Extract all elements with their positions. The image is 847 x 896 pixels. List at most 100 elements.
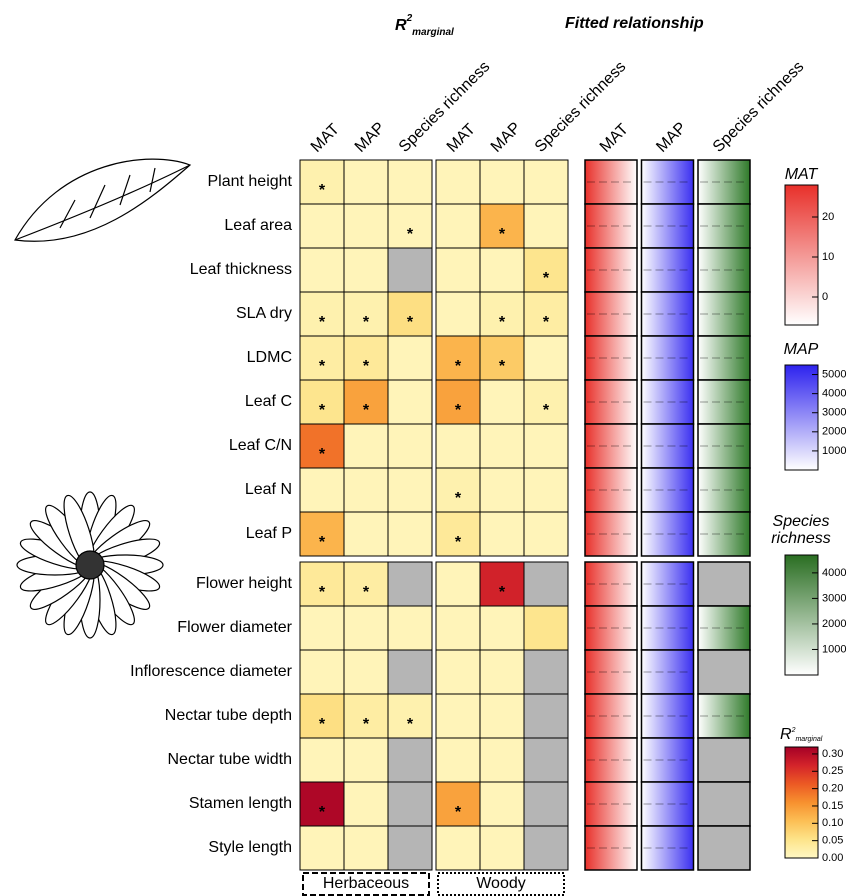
significance-star: * bbox=[319, 358, 326, 375]
heat-cell bbox=[299, 693, 345, 739]
fitted-cell bbox=[584, 825, 638, 871]
significance-star: * bbox=[499, 358, 506, 375]
row-label: LDMC bbox=[247, 349, 292, 366]
fitted-cell bbox=[697, 737, 751, 783]
fitted-cell bbox=[697, 291, 751, 337]
row-label: Nectar tube width bbox=[167, 751, 292, 768]
na-cell bbox=[523, 693, 569, 739]
fitted-cell bbox=[697, 825, 751, 871]
legend-title: MAP bbox=[784, 341, 819, 358]
heat-cell bbox=[479, 605, 525, 651]
significance-star: * bbox=[363, 314, 370, 331]
na-cell bbox=[387, 649, 433, 695]
fitted-cell bbox=[697, 159, 751, 205]
text-part: 2 bbox=[406, 13, 413, 24]
legend-title: MAT bbox=[785, 166, 819, 183]
significance-star: * bbox=[455, 490, 462, 507]
group-label: Woody bbox=[476, 875, 526, 892]
heat-cell bbox=[523, 379, 569, 425]
fitted-cell bbox=[640, 561, 695, 607]
heat-cell bbox=[479, 203, 525, 249]
heat-cell bbox=[299, 649, 345, 695]
significance-star: * bbox=[363, 358, 370, 375]
heat-cell bbox=[343, 291, 389, 337]
colorbar-tick-label: 0 bbox=[822, 291, 828, 303]
heat-cell bbox=[479, 467, 525, 513]
significance-star: * bbox=[407, 314, 414, 331]
row-label: Plant height bbox=[207, 173, 292, 190]
heat-cell bbox=[299, 159, 345, 205]
row-label: Stamen length bbox=[189, 795, 292, 812]
colorbar-tick-label: 3000 bbox=[822, 592, 846, 604]
fitted-cell bbox=[697, 379, 751, 425]
row-label: Leaf N bbox=[245, 481, 292, 498]
heat-cell bbox=[387, 379, 433, 425]
heat-cell bbox=[299, 335, 345, 381]
na-cell bbox=[523, 781, 569, 827]
heat-cell bbox=[523, 291, 569, 337]
significance-star: * bbox=[455, 358, 462, 375]
fitted-cell bbox=[584, 335, 638, 381]
heat-cell bbox=[343, 649, 389, 695]
leaf-icon bbox=[14, 158, 192, 242]
fitted-cell bbox=[640, 649, 695, 695]
heat-cell bbox=[387, 335, 433, 381]
fitted-column-label: MAP bbox=[653, 119, 690, 156]
significance-star: * bbox=[363, 402, 370, 419]
fitted-cell bbox=[584, 511, 638, 557]
heat-cell bbox=[387, 693, 433, 739]
significance-star: * bbox=[455, 534, 462, 551]
colorbar-tick-label: 0.10 bbox=[822, 817, 843, 829]
heat-cell bbox=[299, 467, 345, 513]
heat-cell bbox=[523, 159, 569, 205]
fitted-cell bbox=[697, 649, 751, 695]
fitted-cell bbox=[584, 247, 638, 293]
colorbar-tick-label: 0.20 bbox=[822, 783, 843, 795]
fitted-cell bbox=[697, 423, 751, 469]
heat-cell bbox=[343, 511, 389, 557]
heat-cell bbox=[479, 649, 525, 695]
significance-star: * bbox=[407, 226, 414, 243]
colorbar-tick-label: 2000 bbox=[822, 618, 846, 630]
significance-star: * bbox=[319, 584, 326, 601]
column-label: MAP bbox=[488, 119, 525, 156]
row-label: Leaf C bbox=[245, 393, 292, 410]
heat-cell bbox=[343, 159, 389, 205]
significance-star: * bbox=[319, 314, 326, 331]
heat-cell bbox=[387, 467, 433, 513]
text-part: marginal bbox=[795, 736, 822, 743]
heat-cell bbox=[479, 825, 525, 871]
heat-cell bbox=[523, 605, 569, 651]
heat-cell bbox=[435, 825, 481, 871]
row-label: Flower height bbox=[196, 575, 293, 592]
fitted-cell bbox=[640, 511, 695, 557]
heat-cell bbox=[479, 737, 525, 783]
fitted-column-label: MAT bbox=[597, 121, 632, 156]
significance-star: * bbox=[319, 446, 326, 463]
column-label: MAT bbox=[308, 121, 343, 156]
na-cell bbox=[387, 737, 433, 783]
fitted-cell bbox=[697, 781, 751, 827]
heat-cell bbox=[343, 561, 389, 607]
fitted-cell bbox=[640, 737, 695, 783]
colorbar-tick-label: 4000 bbox=[822, 567, 846, 579]
na-cell bbox=[523, 561, 569, 607]
heat-cell bbox=[479, 423, 525, 469]
fitted-cell bbox=[584, 781, 638, 827]
heat-cell bbox=[523, 423, 569, 469]
significance-star: * bbox=[363, 584, 370, 601]
text-part: 2 bbox=[791, 727, 796, 734]
fitted-title: Fitted relationship bbox=[565, 15, 704, 32]
text-part: R bbox=[780, 726, 792, 743]
legend-title: R2 marginal bbox=[780, 726, 823, 743]
colorbar-tick-label: 4000 bbox=[822, 388, 846, 400]
fitted-cell bbox=[640, 203, 695, 249]
fitted-column-label: Species richness bbox=[710, 58, 808, 156]
heat-cell bbox=[435, 511, 481, 557]
fitted-cell bbox=[697, 511, 751, 557]
heat-cell bbox=[479, 247, 525, 293]
heat-cell bbox=[299, 825, 345, 871]
heat-cell bbox=[435, 737, 481, 783]
heat-cell bbox=[523, 335, 569, 381]
